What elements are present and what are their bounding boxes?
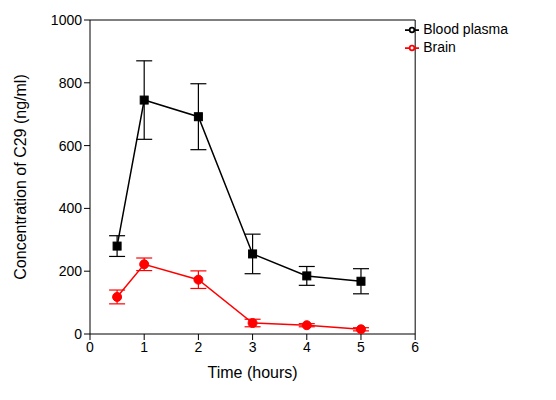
svg-text:Time (hours): Time (hours) [208, 364, 298, 381]
svg-text:600: 600 [59, 138, 83, 154]
svg-text:200: 200 [59, 263, 83, 279]
html-text:Blood plasma: Blood plasma [423, 21, 508, 37]
svg-text:0: 0 [74, 326, 82, 342]
svg-text:800: 800 [59, 75, 83, 91]
svg-text:4: 4 [303, 339, 311, 355]
svg-text:6: 6 [411, 339, 419, 355]
svg-text:Concentration of C29 (ng/ml): Concentration of C29 (ng/ml) [12, 74, 29, 279]
svg-text:5: 5 [357, 339, 365, 355]
svg-text:1000: 1000 [51, 12, 82, 28]
svg-text:1: 1 [140, 339, 148, 355]
svg-text:3: 3 [249, 339, 257, 355]
html-text:Brain: Brain [423, 39, 456, 55]
svg-text:2: 2 [194, 339, 202, 355]
svg-text:0: 0 [86, 339, 94, 355]
svg-text:400: 400 [59, 200, 83, 216]
